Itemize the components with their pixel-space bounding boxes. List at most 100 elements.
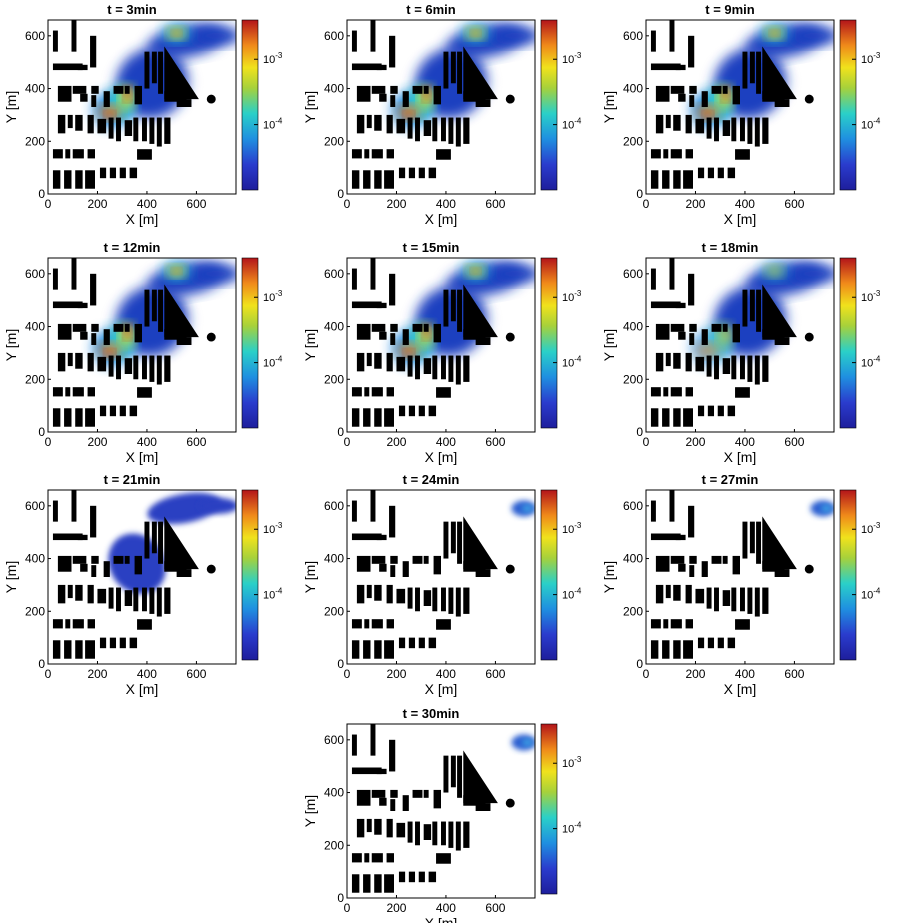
building bbox=[164, 587, 171, 614]
y-tick-label: 0 bbox=[337, 187, 344, 201]
building bbox=[52, 301, 83, 309]
y-tick-label: 200 bbox=[25, 372, 45, 386]
building bbox=[67, 584, 73, 599]
building bbox=[675, 534, 686, 541]
building bbox=[762, 516, 797, 570]
building bbox=[137, 387, 152, 398]
y-tick-label: 600 bbox=[324, 733, 344, 747]
colorbar-tick-base: 10 bbox=[562, 758, 574, 770]
y-tick-label: 0 bbox=[38, 187, 45, 201]
x-tick-label: 400 bbox=[137, 435, 157, 449]
building bbox=[156, 117, 162, 147]
building bbox=[75, 170, 83, 189]
building bbox=[448, 821, 454, 848]
colorbar-tick-label: 10-4 bbox=[562, 587, 582, 602]
building bbox=[164, 46, 199, 100]
plot-frame bbox=[47, 257, 237, 433]
y-tick-label: 200 bbox=[324, 372, 344, 386]
colorbar bbox=[839, 19, 857, 191]
building bbox=[72, 323, 87, 332]
building bbox=[433, 789, 441, 809]
y-tick-label: 0 bbox=[38, 657, 45, 671]
building bbox=[351, 268, 357, 290]
building bbox=[77, 64, 88, 71]
building bbox=[423, 120, 432, 136]
building bbox=[402, 561, 409, 577]
building bbox=[463, 284, 498, 338]
x-tick-label: 400 bbox=[137, 667, 157, 681]
panel: 0 200 400 600 0 200 400 600 X [m] Y [m] t = 30min 1… bbox=[302, 706, 582, 923]
panel: 0 200 400 600 0 200 400 600 X [m] Y [m] t = 3min 10… bbox=[3, 2, 283, 227]
building bbox=[176, 569, 192, 577]
building bbox=[366, 114, 372, 129]
plume-blob bbox=[703, 111, 713, 119]
building bbox=[423, 358, 432, 374]
building bbox=[351, 640, 360, 659]
building bbox=[371, 853, 383, 863]
colorbar bbox=[241, 489, 259, 661]
building bbox=[149, 587, 155, 614]
building bbox=[374, 352, 382, 369]
building bbox=[65, 619, 71, 629]
building bbox=[450, 521, 456, 554]
building bbox=[109, 167, 117, 179]
x-axis-label: X [m] bbox=[126, 449, 159, 465]
building bbox=[356, 352, 365, 372]
x-tick-label: 400 bbox=[436, 901, 456, 915]
building bbox=[717, 167, 724, 179]
y-tick-label: 400 bbox=[324, 552, 344, 566]
building bbox=[356, 85, 371, 102]
building bbox=[505, 798, 515, 808]
building bbox=[87, 584, 94, 604]
building bbox=[90, 505, 97, 538]
building bbox=[685, 619, 693, 629]
panel-title: t = 12min bbox=[104, 240, 161, 255]
colorbar-tick-base: 10 bbox=[861, 54, 873, 66]
building bbox=[77, 534, 88, 541]
building bbox=[683, 640, 693, 659]
colorbar-tick-base: 10 bbox=[562, 54, 574, 66]
colorbar-tick-label: 10-3 bbox=[861, 51, 881, 66]
plume-blob bbox=[471, 268, 480, 274]
building bbox=[158, 51, 164, 94]
y-tick-label: 0 bbox=[337, 891, 344, 905]
building bbox=[762, 46, 797, 100]
building bbox=[407, 355, 413, 377]
panel: 0 200 400 600 0 200 400 600 X [m] Y [m] t = 12min 1… bbox=[3, 240, 283, 465]
y-tick-label: 200 bbox=[25, 134, 45, 148]
building bbox=[57, 323, 72, 340]
panel-title: t = 6min bbox=[406, 2, 456, 17]
building bbox=[673, 170, 681, 189]
building bbox=[688, 505, 695, 538]
colorbar-tick-exponent: -3 bbox=[873, 521, 881, 530]
building bbox=[64, 170, 72, 189]
x-tick-label: 600 bbox=[485, 901, 505, 915]
building bbox=[386, 619, 394, 629]
building bbox=[384, 874, 394, 893]
colorbar bbox=[540, 257, 558, 429]
colorbar-tick-base: 10 bbox=[861, 590, 873, 602]
building bbox=[670, 149, 682, 159]
building bbox=[448, 355, 454, 382]
building bbox=[176, 99, 192, 107]
building bbox=[675, 64, 686, 71]
building bbox=[374, 408, 382, 427]
building bbox=[650, 533, 681, 541]
panel: 0 200 400 600 0 200 400 600 X [m] Y [m] t = 9min 10… bbox=[601, 2, 881, 227]
building bbox=[428, 405, 437, 417]
building bbox=[113, 555, 124, 564]
building bbox=[389, 273, 396, 306]
building bbox=[356, 555, 371, 572]
building bbox=[423, 555, 429, 564]
building bbox=[52, 268, 58, 290]
x-tick-label: 0 bbox=[643, 435, 650, 449]
building bbox=[727, 405, 736, 417]
building bbox=[505, 94, 515, 104]
building bbox=[774, 99, 790, 107]
building bbox=[418, 871, 425, 883]
panel-title: t = 3min bbox=[107, 2, 157, 17]
plot-frame bbox=[47, 19, 237, 195]
plume-blob bbox=[471, 30, 480, 36]
building bbox=[732, 555, 740, 575]
building bbox=[99, 637, 107, 649]
